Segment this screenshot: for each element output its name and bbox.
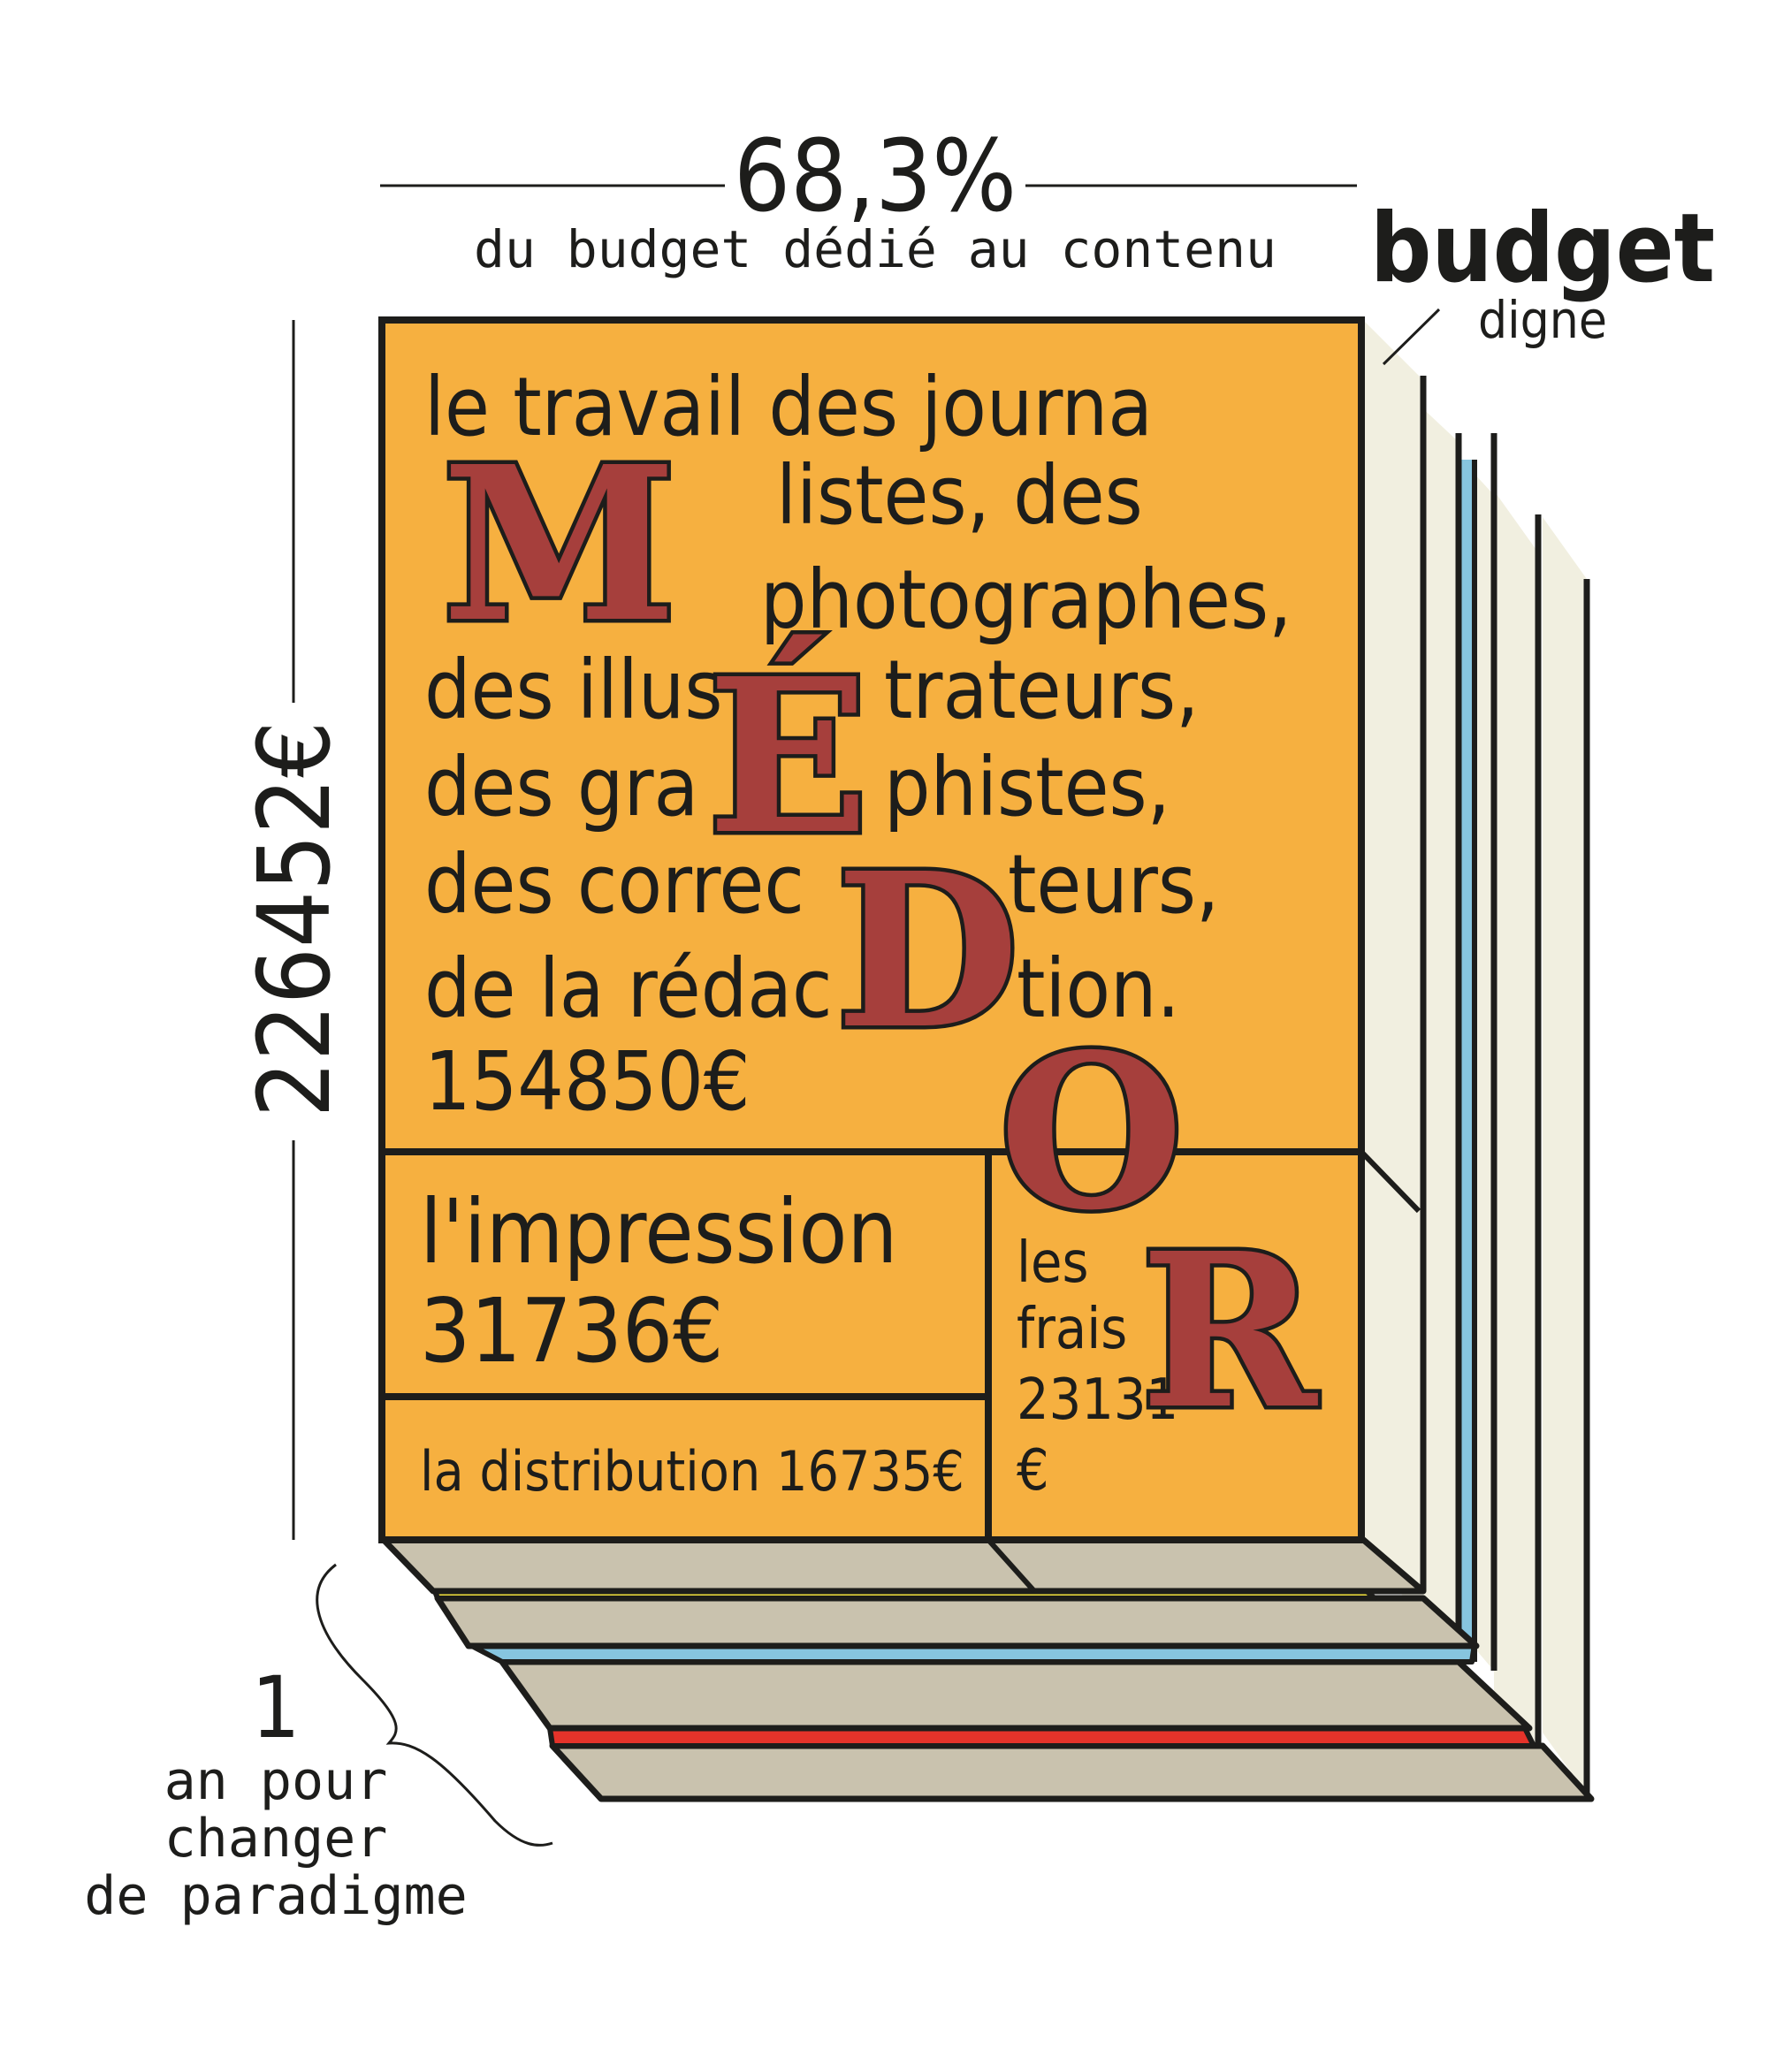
printing-amount: 31736€: [420, 1279, 723, 1383]
bottom-slab-3: [434, 1595, 1480, 1649]
content-line-7b: tion.: [1017, 941, 1180, 1036]
time-line-1: an pour: [164, 1750, 388, 1812]
bottom-slab-1: [378, 1535, 1427, 1595]
content-amount: 154850€: [424, 1034, 751, 1129]
bottom-slab-divider: [986, 1537, 1037, 1594]
page-layer-1: [1361, 318, 1423, 1591]
content-line-6a: des correc: [424, 837, 804, 932]
content-block: le travail des journa listes, des photog…: [424, 360, 1292, 1129]
total-measure: 226452€: [238, 320, 353, 1540]
logo-letter-m: M: [442, 420, 677, 669]
content-line-2: listes, des: [776, 448, 1143, 543]
total-amount: 226452€: [238, 721, 353, 1118]
bottom-slab-4: [499, 1658, 1533, 1732]
bottom-slab-5: [549, 1742, 1595, 1802]
page-stack: [378, 318, 1595, 1802]
percent-caption: du budget dédié au contenu: [474, 219, 1276, 279]
content-line-5b: phistes,: [884, 740, 1170, 834]
page-layer-6: [1543, 517, 1587, 1794]
time-number: 1: [252, 1658, 301, 1757]
content-line-5a: des gra: [424, 740, 698, 834]
divider-side-diagonal: [1359, 1149, 1421, 1214]
content-line-7a: de la rédac: [424, 941, 832, 1036]
content-line-4b: trateurs,: [884, 643, 1199, 737]
content-line-3: photographes,: [760, 552, 1292, 647]
printing-label: l'impression: [420, 1180, 897, 1284]
fees-line-4: €: [1017, 1438, 1049, 1504]
logo: M É D O R: [438, 416, 1322, 1460]
time-line-2: changer: [164, 1808, 388, 1870]
budget-subtitle: digne: [1478, 290, 1607, 350]
distribution-label: la distribution 16735€: [420, 1439, 964, 1504]
logo-letter-r: R: [1140, 1207, 1318, 1456]
budget-pointer: [1382, 308, 1441, 366]
cost-blocks: l'impression 31736€ la distribution 1673…: [420, 1180, 1178, 1504]
page-layer-5: [1494, 491, 1538, 1759]
content-line-6b: teurs,: [1008, 837, 1219, 932]
budget-title: budget: [1370, 194, 1715, 304]
cover-panel: [378, 316, 1365, 1543]
time-brace: [316, 1563, 553, 1847]
content-line-1: le travail des journa: [424, 360, 1153, 454]
header: 68,3% du budget dédié au contenu budget …: [380, 119, 1715, 366]
percent-headline: 68,3%: [734, 119, 1017, 234]
time-line-3: de paradigme: [84, 1865, 467, 1927]
content-line-4a: des illus: [424, 643, 723, 737]
logo-letter-e: É: [707, 632, 869, 881]
logo-letter-o: O: [999, 1008, 1184, 1257]
fees-line-2: frais: [1017, 1297, 1127, 1362]
logo-letter-d: D: [835, 827, 1019, 1076]
cover: [378, 316, 1421, 1543]
fees-line-3: 23131: [1017, 1367, 1178, 1433]
fees-line-1: les: [1017, 1230, 1088, 1296]
time-indicator: 1 an pour changer de paradigme: [84, 1563, 553, 1927]
